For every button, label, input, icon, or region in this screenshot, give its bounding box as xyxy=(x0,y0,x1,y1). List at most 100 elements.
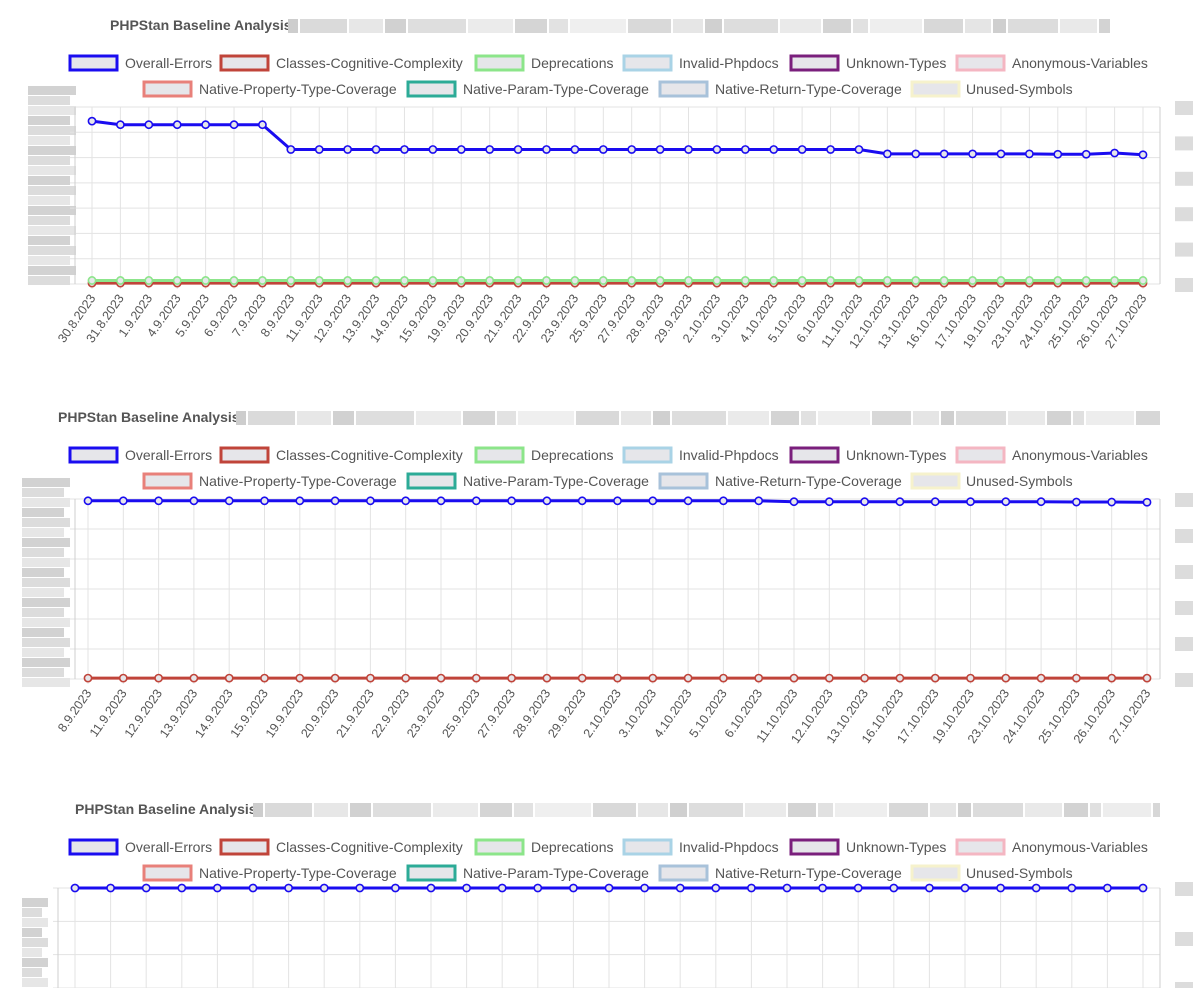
legend-label: Native-Property-Type-Coverage xyxy=(199,473,397,489)
legend-item-invalid-phpdocs: Invalid-Phpdocs xyxy=(622,54,779,72)
legend-swatch xyxy=(789,838,840,856)
chart-title-group: PHPStan Baseline Analysis xyxy=(75,801,1160,817)
chart-grid xyxy=(70,498,1161,684)
legend-label: Native-Param-Type-Coverage xyxy=(463,81,649,97)
legend-swatch xyxy=(910,864,961,882)
data-point xyxy=(260,496,269,506)
data-point xyxy=(542,496,552,506)
data-point xyxy=(83,496,93,506)
legend-swatch xyxy=(789,446,840,464)
redacted-right-axis-labels xyxy=(1175,101,1193,292)
data-point xyxy=(286,276,296,285)
data-point xyxy=(939,149,949,159)
data-point xyxy=(598,145,608,154)
data-point xyxy=(87,276,97,285)
data-point xyxy=(118,673,128,683)
data-point xyxy=(712,145,722,154)
data-point xyxy=(683,673,693,683)
data-point xyxy=(106,883,115,893)
data-point xyxy=(648,496,658,506)
legend-label: Native-Return-Type-Coverage xyxy=(715,81,902,97)
legend-label: Invalid-Phpdocs xyxy=(679,447,779,463)
data-point xyxy=(747,883,756,893)
data-point xyxy=(154,496,163,506)
data-point xyxy=(824,497,834,507)
data-point xyxy=(507,673,516,683)
redacted-subtitle xyxy=(288,19,1110,33)
data-point xyxy=(428,145,438,154)
legend-label: Unused-Symbols xyxy=(966,865,1073,881)
redacted-right-axis-labels xyxy=(1175,882,1193,988)
data-point xyxy=(116,120,125,130)
data-point xyxy=(258,120,267,130)
legend-label: Classes-Cognitive-Complexity xyxy=(276,55,463,71)
series-overall-errors xyxy=(83,496,1152,507)
chart-title-group: PHPStan Baseline Analysis xyxy=(110,17,1110,33)
data-point xyxy=(860,497,869,507)
legend-label: Unknown-Types xyxy=(846,839,946,855)
data-point xyxy=(683,496,693,506)
legend-label: Deprecations xyxy=(531,447,614,463)
data-point xyxy=(1001,673,1011,683)
legend-item-native-return-type-coverage: Native-Return-Type-Coverage xyxy=(658,864,902,882)
legend-swatch xyxy=(142,80,193,98)
data-point xyxy=(436,496,446,506)
legend-swatch xyxy=(219,446,270,464)
legend-swatch xyxy=(955,446,1006,464)
data-point xyxy=(740,276,750,285)
data-point xyxy=(212,883,222,893)
data-point xyxy=(1067,883,1077,893)
data-point xyxy=(258,276,267,285)
data-point xyxy=(295,673,305,683)
data-point xyxy=(1103,883,1112,893)
data-point xyxy=(797,276,807,285)
legend-label: Invalid-Phpdocs xyxy=(679,839,779,855)
data-point xyxy=(889,883,899,893)
data-point xyxy=(284,883,293,893)
data-point xyxy=(513,145,523,154)
data-point xyxy=(640,883,649,893)
data-point xyxy=(570,145,580,154)
data-point xyxy=(826,276,835,285)
data-point xyxy=(189,673,199,683)
data-point xyxy=(684,145,693,154)
data-point xyxy=(613,673,622,683)
data-point xyxy=(343,145,353,154)
data-point xyxy=(365,673,375,683)
legend-label: Anonymous-Variables xyxy=(1012,447,1148,463)
data-point xyxy=(824,673,834,683)
data-point xyxy=(355,883,365,893)
data-point xyxy=(882,149,892,159)
data-point xyxy=(189,496,199,506)
data-point xyxy=(229,120,239,130)
data-point xyxy=(570,276,580,285)
data-point xyxy=(925,883,934,893)
data-point xyxy=(754,673,764,683)
legend-item-deprecations: Deprecations xyxy=(474,446,614,464)
redacted-y-axis-labels xyxy=(22,898,48,987)
data-point xyxy=(330,673,340,683)
data-point xyxy=(895,673,905,683)
chart-grid xyxy=(53,887,1161,988)
legend-item-native-param-type-coverage: Native-Param-Type-Coverage xyxy=(406,864,649,882)
legend-item-unused-symbols: Unused-Symbols xyxy=(910,864,1073,882)
x-axis-tick-labels: 8.9.202311.9.202312.9.202313.9.202314.9.… xyxy=(55,687,1153,746)
data-point xyxy=(1053,149,1063,159)
legend-label: Unknown-Types xyxy=(846,55,946,71)
data-point xyxy=(330,496,340,506)
data-point xyxy=(172,276,182,285)
redacted-y-axis-labels xyxy=(22,478,70,687)
data-point xyxy=(818,883,827,893)
data-point xyxy=(854,145,864,154)
data-point xyxy=(711,883,721,893)
legend-swatch xyxy=(142,472,193,490)
legend-label: Native-Return-Type-Coverage xyxy=(715,865,902,881)
legend-item-classes-cognitive-complexity: Classes-Cognitive-Complexity xyxy=(219,446,463,464)
data-point xyxy=(400,145,409,154)
legend-swatch xyxy=(474,54,525,72)
data-point xyxy=(295,496,305,506)
data-point xyxy=(426,883,436,893)
data-point xyxy=(248,883,258,893)
data-point xyxy=(719,673,728,683)
chart-legend: Overall-Errors Classes-Cognitive-Complexi… xyxy=(68,838,1148,882)
